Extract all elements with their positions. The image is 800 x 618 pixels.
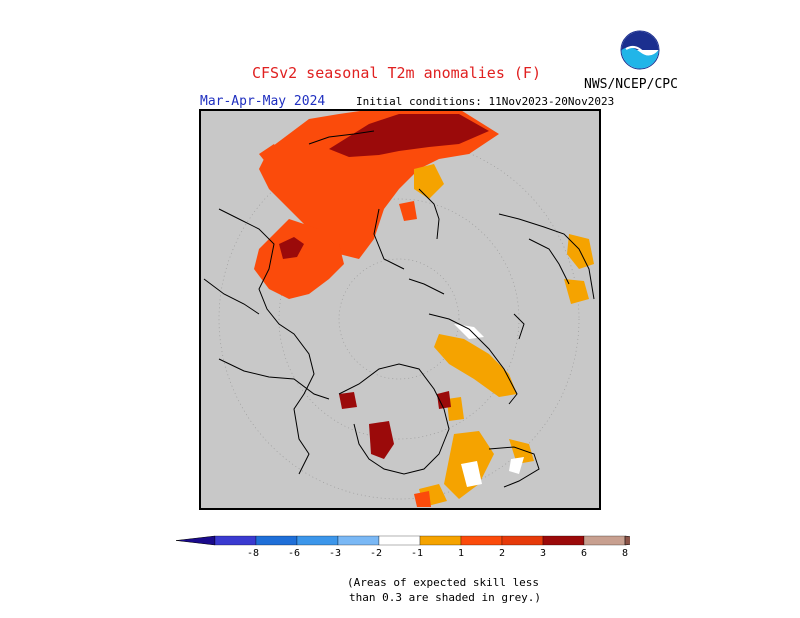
orange-red-region <box>259 144 281 164</box>
colorbar-right-arrow <box>624 535 630 546</box>
colorbar-segment <box>501 535 544 546</box>
colorbar-tick-label: 2 <box>499 548 505 559</box>
colorbar: -8 -6 -3 -2 -1 1 2 3 6 8 <box>175 535 630 559</box>
light-orange-region <box>509 439 534 464</box>
white-region <box>509 457 524 474</box>
chart-title: CFSv2 seasonal T2m anomalies (F) <box>252 64 541 82</box>
eurasia-anomalies <box>254 110 594 304</box>
dark-red-region <box>339 392 357 409</box>
coastlines <box>203 130 595 488</box>
colorbar-segment <box>337 535 380 546</box>
colorbar-segment <box>255 535 298 546</box>
agency-label: NWS/NCEP/CPC <box>584 77 678 92</box>
dark-red-region <box>279 237 304 259</box>
season-label: Mar-Apr-May 2024 <box>200 94 326 109</box>
colorbar-segment <box>460 535 503 546</box>
dark-red-region <box>369 421 394 459</box>
colorbar-tick-label: 8 <box>622 548 628 559</box>
colorbar-tick-label: 1 <box>458 548 464 559</box>
colorbar-tick-label: 3 <box>540 548 546 559</box>
colorbar-tick-label: 6 <box>581 548 587 559</box>
map-frame <box>199 109 601 510</box>
colorbar-segment <box>542 535 585 546</box>
dark-red-region <box>437 391 451 409</box>
colorbar-left-arrow <box>175 535 216 546</box>
orange-red-region <box>414 491 431 507</box>
colorbar-segment <box>419 535 462 546</box>
latitude-circle <box>218 138 580 500</box>
polar-map <box>199 109 601 510</box>
skill-note-line2: than 0.3 are shaded in grey.) <box>349 591 542 604</box>
colorbar-segment <box>296 535 339 546</box>
white-region <box>454 324 484 339</box>
skill-note-line1: (Areas of expected skill less <box>347 576 540 589</box>
latitude-circle <box>338 258 460 380</box>
initial-conditions-label: Initial conditions: 11Nov2023-20Nov2023 <box>356 95 615 108</box>
light-orange-region <box>564 279 589 304</box>
orange-red-region <box>254 219 344 299</box>
north-america-anomalies <box>339 324 534 507</box>
colorbar-tick-label: -6 <box>288 548 300 559</box>
orange-red-region <box>399 201 417 221</box>
orange-red-region <box>259 110 499 259</box>
light-orange-region <box>434 334 517 397</box>
light-orange-region <box>447 397 464 421</box>
noaa-logo <box>620 30 660 70</box>
light-orange-region <box>414 164 444 199</box>
white-region <box>461 461 482 487</box>
colorbar-tick-label: -1 <box>411 548 423 559</box>
colorbar-segment <box>214 535 257 546</box>
dark-red-region <box>329 114 489 157</box>
colorbar-segment <box>378 535 421 546</box>
colorbar-tick-label: -2 <box>370 548 382 559</box>
colorbar-tick-label: -8 <box>247 548 259 559</box>
colorbar-segment <box>583 535 626 546</box>
colorbar-tick-label: -3 <box>329 548 341 559</box>
